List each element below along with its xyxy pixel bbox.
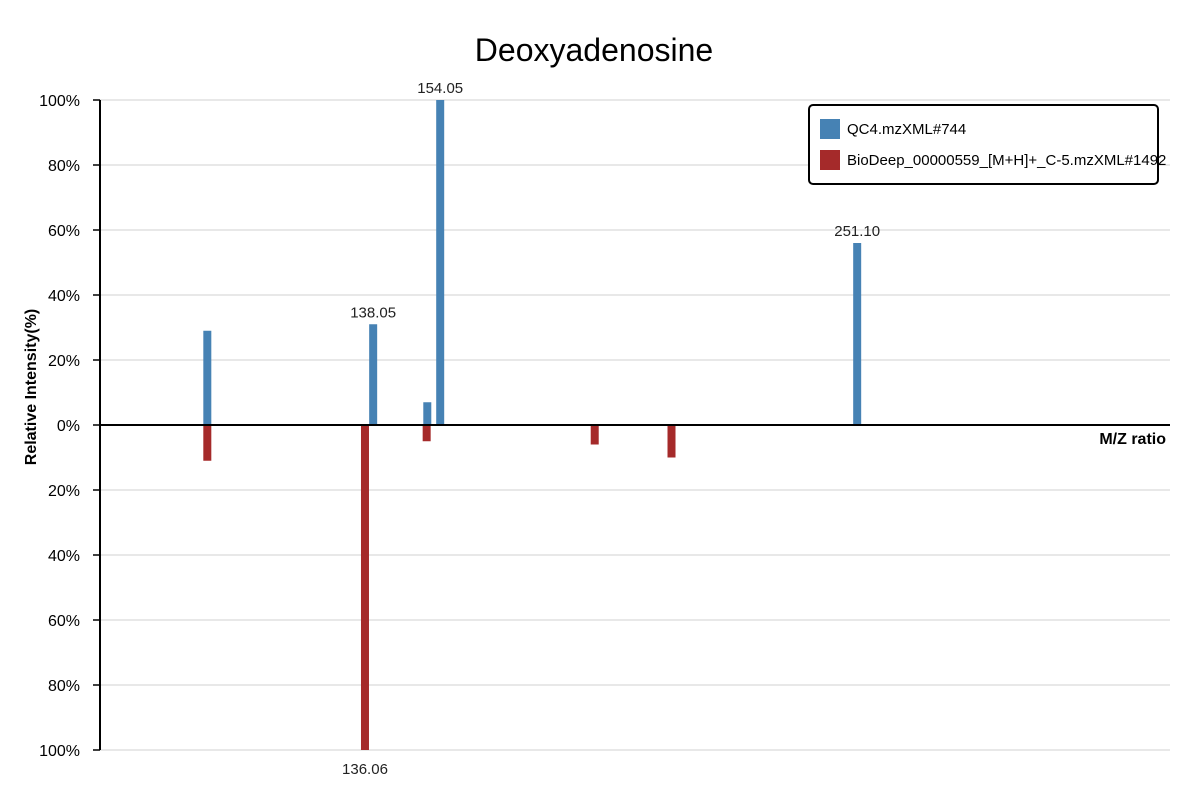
- legend-label-series-1: QC4.mzXML#744: [847, 121, 966, 138]
- y-tick-label: 0%: [57, 418, 80, 435]
- sample-peak-bar: [436, 100, 445, 425]
- y-tick-label: 40%: [48, 548, 80, 565]
- reference-peak-bar: [360, 425, 369, 750]
- y-tick-label: 80%: [48, 158, 80, 175]
- legend-swatch-series-1: [820, 119, 840, 139]
- y-axis-label: Relative Intensity(%): [23, 309, 40, 465]
- y-tick-label: 20%: [48, 483, 80, 500]
- sample-peak-bar: [423, 402, 432, 425]
- y-tick-label: 20%: [48, 353, 80, 370]
- y-tick-label: 100%: [39, 743, 80, 760]
- peak-mz-label: 138.05: [350, 304, 396, 321]
- peak-mz-label: 154.05: [417, 80, 463, 97]
- reference-peak-bar: [590, 425, 599, 445]
- y-axis-ticks: 100% 80% 60% 40% 20% 0% 20% 40% 60% 80% 100%: [39, 93, 100, 760]
- legend-swatch-series-2: [820, 150, 840, 170]
- y-tick-label: 100%: [39, 93, 80, 110]
- reference-peak-bar: [203, 425, 212, 461]
- peak-mz-label: 251.10: [834, 223, 880, 240]
- y-tick-label: 40%: [48, 288, 80, 305]
- legend: QC4.mzXML#744 BioDeep_00000559_[M+H]+_C-…: [808, 104, 1166, 185]
- sample-peak-bar: [853, 243, 862, 425]
- y-tick-label: 60%: [48, 223, 80, 240]
- sample-peak-bar: [203, 330, 212, 425]
- reference-peak-bar: [667, 425, 676, 458]
- spectrum-bars: [203, 100, 862, 750]
- y-tick-label: 80%: [48, 678, 80, 695]
- y-tick-label: 60%: [48, 613, 80, 630]
- sample-peak-bar: [369, 324, 378, 425]
- grid-lines: [100, 99, 1170, 751]
- legend-box: [808, 104, 1159, 185]
- chart-title: Deoxyadenosine: [475, 32, 713, 68]
- peak-labels: 138.05 154.05 251.10 136.06: [342, 80, 880, 778]
- x-axis-label: M/Z ratio: [1099, 431, 1166, 448]
- axes: [99, 100, 1170, 750]
- legend-label-series-2: BioDeep_00000559_[M+H]+_C-5.mzXML#1492: [847, 152, 1166, 169]
- peak-mz-label: 136.06: [342, 761, 388, 778]
- reference-peak-bar: [422, 425, 431, 442]
